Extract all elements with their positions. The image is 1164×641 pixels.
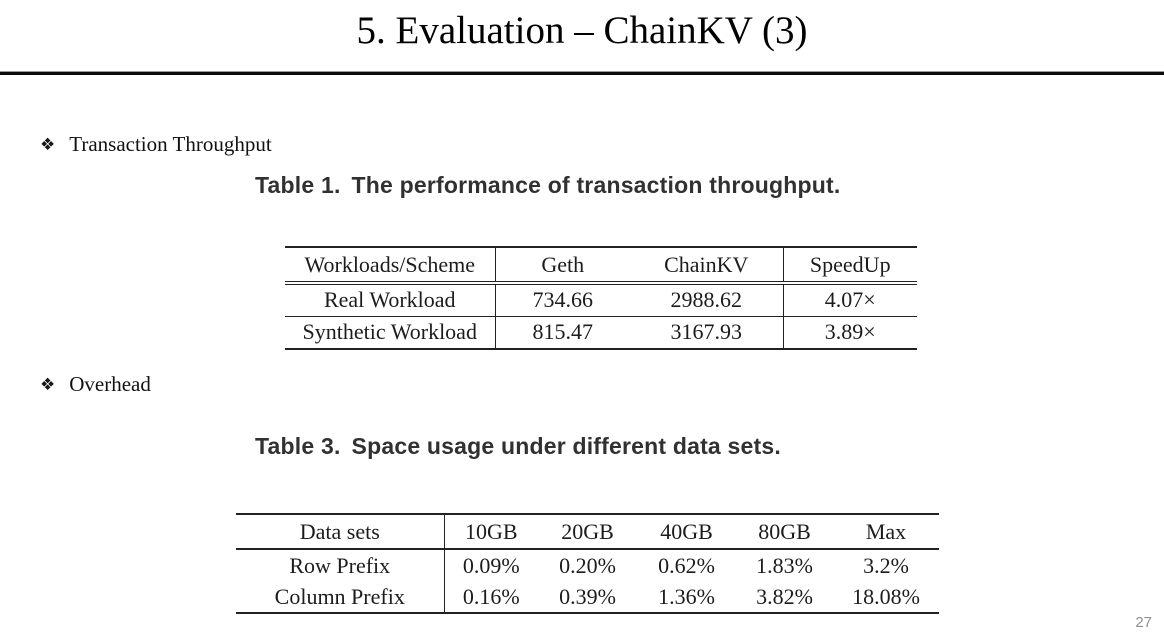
- table3-caption: Table 3. Space usage under different data…: [255, 433, 781, 460]
- table1-cell: 4.07×: [783, 283, 917, 317]
- table3-header-datasets: Data sets: [236, 514, 445, 550]
- table3-cell: 0.09%: [462, 552, 520, 578]
- table3-header-max: Max: [833, 514, 939, 550]
- table3-cell: 0.39%: [559, 583, 616, 609]
- table3-cell: Row Prefix: [236, 549, 445, 581]
- table3-cell: 1.83%: [756, 552, 813, 578]
- table1-header-workloads: Workloads/Scheme: [285, 247, 496, 285]
- table3-cell: 3.82%: [756, 583, 813, 609]
- table3-header-10gb: 10GB: [444, 514, 538, 550]
- table1-cell: Real Workload: [285, 283, 496, 317]
- title-divider: [0, 71, 1164, 75]
- table3-cell: Column Prefix: [236, 581, 445, 613]
- table1-header-chainkv: ChainKV: [630, 247, 784, 285]
- table1-cell: 815.47: [532, 319, 594, 345]
- table3-header-40gb: 40GB: [637, 514, 736, 550]
- table-space-usage: Data sets 10GB 20GB 40GB 80GB Max Row Pr…: [236, 513, 939, 614]
- table1-cell: 2988.62: [630, 283, 784, 317]
- table-row: Synthetic Workload 815.47 3167.93 3.89×: [285, 316, 917, 349]
- table1-cell: Synthetic Workload: [285, 316, 496, 349]
- diamond-bullet-icon: ❖: [40, 375, 56, 395]
- table1-cell: 3167.93: [630, 316, 784, 349]
- table1-caption: Table 1. The performance of transaction t…: [255, 172, 840, 199]
- table1-header-geth: Geth: [495, 247, 630, 285]
- table3-header-20gb: 20GB: [538, 514, 637, 550]
- table3-cell: 3.2%: [863, 552, 909, 578]
- table3-cell: 18.08%: [852, 583, 920, 609]
- bullet-transaction-throughput: ❖ Transaction Throughput: [40, 132, 272, 157]
- table1-header-row: Workloads/Scheme Geth ChainKV SpeedUp: [285, 247, 917, 285]
- table1-caption-label: Table 1.: [255, 172, 341, 198]
- slide-title: 5. Evaluation – ChainKV (3): [356, 9, 808, 52]
- page-number: 27: [1135, 614, 1152, 631]
- bullet-label: Overhead: [69, 372, 151, 396]
- table-row: Row Prefix 0.09% 0.20% 0.62% 1.83% 3.2%: [236, 549, 939, 581]
- table-row: Column Prefix 0.16% 0.39% 1.36% 3.82% 18…: [236, 581, 939, 613]
- table3-cell: 0.16%: [462, 583, 520, 609]
- table3-header-row: Data sets 10GB 20GB 40GB 80GB Max: [236, 514, 939, 550]
- table1-caption-text: The performance of transaction throughpu…: [351, 172, 841, 198]
- table3-caption-text: Space usage under different data sets.: [351, 433, 781, 459]
- table3-cell: 0.62%: [658, 552, 715, 578]
- table-row: Real Workload 734.66 2988.62 4.07×: [285, 283, 917, 317]
- table-transaction-throughput: Workloads/Scheme Geth ChainKV SpeedUp Re…: [285, 246, 917, 350]
- table1-cell: 3.89×: [824, 319, 876, 345]
- table3-header-80gb: 80GB: [736, 514, 833, 550]
- table3-caption-label: Table 3.: [255, 433, 341, 459]
- diamond-bullet-icon: ❖: [40, 135, 56, 155]
- table1-header-speedup: SpeedUp: [783, 247, 917, 285]
- table3-cell: 0.20%: [559, 552, 616, 578]
- table1-cell: 734.66: [495, 283, 630, 317]
- bullet-label: Transaction Throughput: [69, 132, 272, 156]
- table3-cell: 1.36%: [658, 583, 715, 609]
- bullet-overhead: ❖ Overhead: [40, 372, 151, 397]
